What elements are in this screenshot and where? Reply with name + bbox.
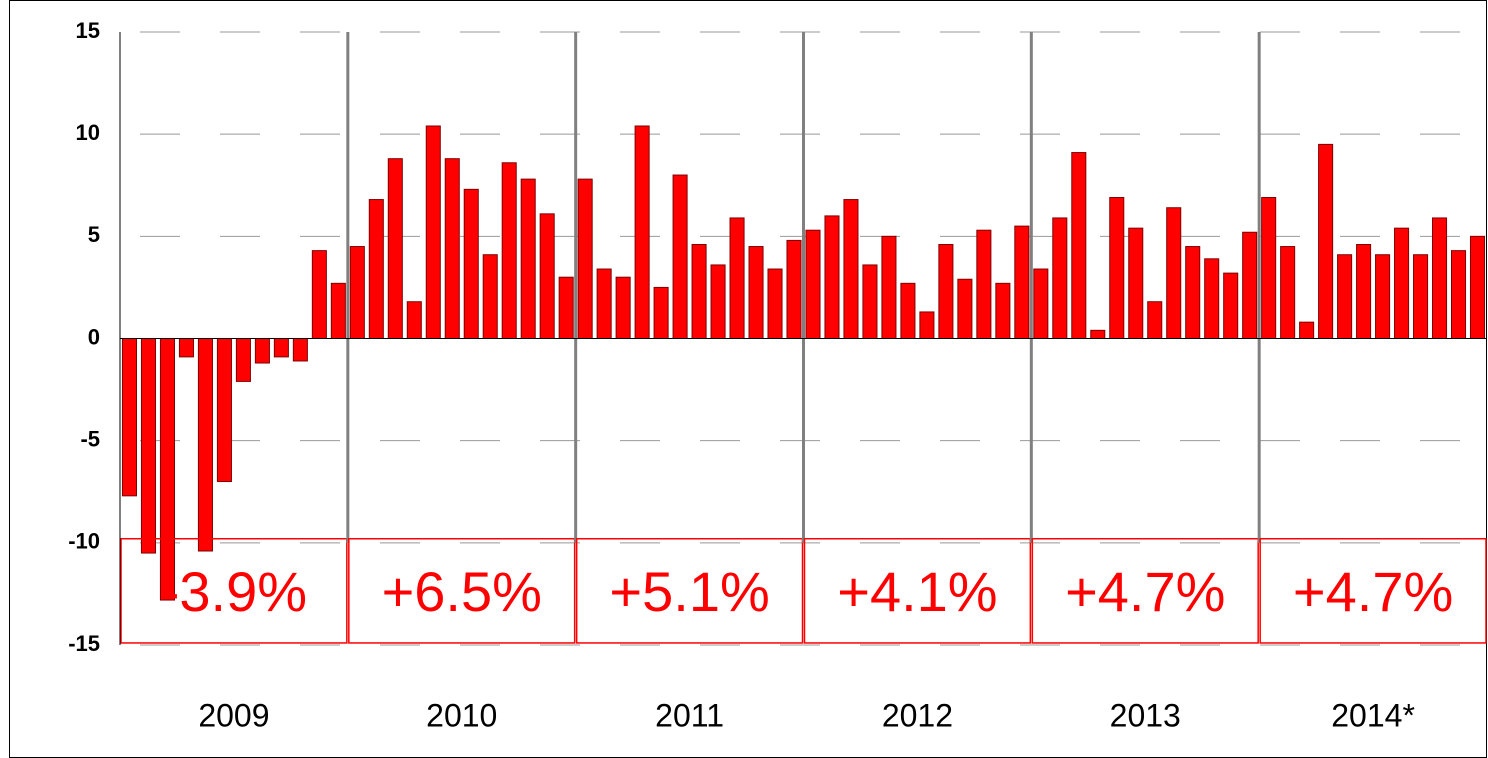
bar bbox=[254, 338, 270, 364]
bar bbox=[349, 246, 365, 339]
bar bbox=[1261, 197, 1277, 339]
bar bbox=[368, 199, 384, 339]
bar bbox=[748, 246, 764, 339]
y-tick-label: -5 bbox=[80, 426, 100, 451]
bar bbox=[292, 338, 308, 362]
annotation: +6.5% bbox=[382, 560, 542, 623]
y-tick-label: 5 bbox=[88, 222, 100, 247]
bar bbox=[178, 338, 194, 358]
bar bbox=[919, 311, 935, 340]
bar bbox=[1280, 246, 1296, 339]
bar bbox=[1166, 207, 1182, 339]
bar bbox=[1356, 244, 1372, 339]
bar bbox=[634, 125, 650, 339]
bar bbox=[995, 282, 1011, 339]
bar bbox=[1071, 152, 1087, 339]
bar bbox=[1375, 254, 1391, 339]
bar bbox=[1394, 227, 1410, 339]
x-tick-label: 2012 bbox=[882, 697, 953, 733]
bar bbox=[406, 301, 422, 339]
bar bbox=[1469, 235, 1486, 339]
bar bbox=[216, 338, 232, 483]
bar bbox=[463, 188, 479, 339]
annotation-box bbox=[575, 537, 804, 644]
x-tick-label: 2009 bbox=[198, 697, 269, 733]
bar bbox=[520, 178, 536, 339]
bar bbox=[1128, 227, 1144, 339]
bar bbox=[140, 338, 157, 554]
annotation: +4.7% bbox=[1065, 560, 1225, 623]
bar bbox=[1242, 231, 1258, 340]
bar bbox=[900, 282, 916, 339]
bar bbox=[824, 215, 840, 339]
bar bbox=[672, 174, 688, 339]
y-tick-label: 0 bbox=[88, 324, 100, 349]
bar bbox=[235, 338, 251, 382]
bar bbox=[596, 268, 612, 340]
bar bbox=[976, 229, 992, 340]
bar bbox=[121, 338, 138, 497]
x-tick-label: 2014* bbox=[1331, 697, 1415, 733]
bar bbox=[767, 268, 783, 340]
bar bbox=[501, 162, 517, 339]
bar bbox=[1299, 321, 1315, 339]
bar bbox=[1432, 217, 1448, 339]
annotation-box bbox=[1031, 537, 1259, 644]
bar bbox=[539, 213, 555, 340]
bar bbox=[1185, 246, 1201, 339]
annotation: -3.9% bbox=[161, 560, 307, 623]
bar bbox=[1223, 272, 1239, 340]
bar bbox=[653, 286, 669, 339]
y-tick-label: -15 bbox=[68, 631, 100, 656]
bar bbox=[1052, 217, 1068, 339]
y-tick-label: -10 bbox=[68, 529, 100, 554]
bar bbox=[311, 250, 327, 340]
bar bbox=[881, 235, 897, 339]
bar bbox=[558, 276, 574, 340]
bar bbox=[577, 178, 593, 339]
y-tick-label: 10 bbox=[76, 120, 100, 145]
bar bbox=[843, 199, 859, 339]
bar bbox=[1147, 301, 1163, 339]
bar bbox=[710, 264, 726, 339]
annotation: +4.7% bbox=[1293, 560, 1453, 623]
x-tick-label: 2011 bbox=[655, 697, 724, 733]
bar bbox=[1204, 258, 1220, 339]
bar bbox=[691, 244, 707, 339]
bar bbox=[387, 158, 403, 339]
annotation-box bbox=[120, 537, 348, 644]
annotation-box bbox=[1259, 537, 1487, 644]
bar bbox=[786, 239, 802, 339]
annotation-box bbox=[348, 537, 576, 644]
bar bbox=[1450, 250, 1467, 340]
bar bbox=[1318, 143, 1334, 339]
bar bbox=[1090, 329, 1106, 339]
bar bbox=[957, 278, 973, 340]
bar bbox=[197, 338, 213, 552]
annotation: +4.1% bbox=[837, 560, 997, 623]
bar bbox=[1413, 254, 1429, 339]
annotation: +5.1% bbox=[609, 560, 769, 623]
x-tick-label: 2013 bbox=[1110, 697, 1181, 733]
bar bbox=[615, 276, 631, 340]
bar bbox=[1014, 225, 1030, 339]
bar bbox=[862, 264, 878, 339]
bar bbox=[805, 229, 821, 340]
bar bbox=[938, 244, 954, 339]
bar bbox=[1337, 254, 1353, 339]
bar bbox=[425, 125, 441, 339]
x-tick-label: 2010 bbox=[426, 697, 497, 733]
bar bbox=[1109, 197, 1125, 339]
bar bbox=[729, 217, 745, 339]
annotation-box bbox=[803, 537, 1032, 644]
bar bbox=[444, 158, 460, 339]
bar bbox=[482, 254, 498, 339]
bar bbox=[273, 338, 289, 358]
bar bbox=[1033, 268, 1049, 340]
y-tick-label: 15 bbox=[76, 18, 100, 43]
bar bbox=[330, 282, 346, 339]
